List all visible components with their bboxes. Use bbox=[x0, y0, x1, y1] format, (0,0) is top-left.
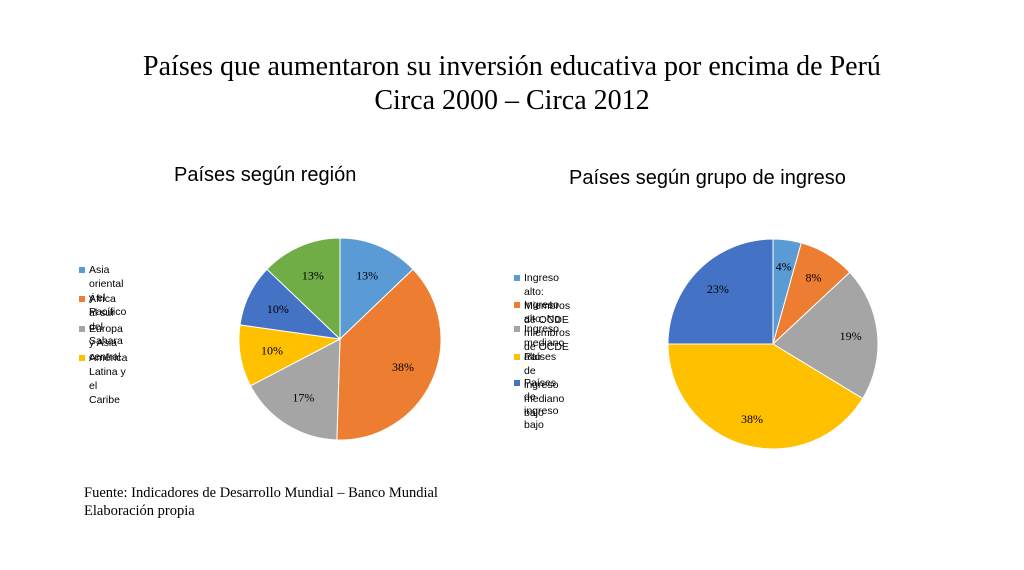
slice-data-label: 13% bbox=[356, 269, 378, 283]
slice-data-label: 4% bbox=[776, 260, 792, 274]
pie-slice bbox=[339, 237, 414, 341]
legend-item: Ingreso alto: No miembros de OCDE bbox=[514, 298, 570, 354]
pie-0: 13% 38% 17% 10% 10% 13% bbox=[238, 237, 442, 441]
main-title-line-2: Circa 2000 – Circa 2012 bbox=[374, 85, 650, 116]
credit-line: Elaboración propia bbox=[84, 503, 195, 519]
legend-swatch bbox=[79, 326, 85, 332]
legend-swatch bbox=[79, 355, 85, 361]
legend-item: Ingreso mediano alto bbox=[514, 322, 564, 364]
main-title-line-1: Países que aumentaron su inversión educa… bbox=[143, 51, 881, 82]
legend-item: Países de ingreso mediano bajo bbox=[514, 350, 564, 420]
legend-item: África al sur del Sahara bbox=[79, 292, 123, 348]
pie-1: 4% 8% 19% 38% 23% bbox=[667, 238, 879, 450]
legend-swatch bbox=[514, 354, 520, 360]
pie-slice bbox=[249, 338, 341, 441]
legend-item: Ingreso alto: Miembros de OCDE bbox=[514, 271, 570, 327]
slice-data-label: 13% bbox=[302, 269, 324, 283]
legend-label: América Latina y el Caribe bbox=[89, 352, 128, 406]
chart-title-region: Países según región bbox=[174, 164, 357, 186]
legend-label: Ingreso mediano alto bbox=[524, 323, 565, 363]
pie-slice bbox=[667, 343, 864, 450]
slice-data-label: 8% bbox=[806, 270, 822, 284]
slice-data-label: 38% bbox=[741, 412, 763, 426]
legend-swatch bbox=[514, 326, 520, 332]
legend-label: Europa y Asia central bbox=[89, 323, 123, 363]
pie-slice bbox=[336, 268, 442, 441]
slice-data-label: 19% bbox=[840, 329, 862, 343]
slice-data-label: 10% bbox=[267, 302, 289, 316]
legend-label: Ingreso alto: No miembros de OCDE bbox=[524, 299, 571, 353]
legend-item: Países de ingreso bajo bbox=[514, 376, 558, 432]
source-note: Fuente: Indicadores de Desarrollo Mundia… bbox=[84, 484, 438, 520]
slice-data-label: 23% bbox=[707, 282, 729, 296]
legend-swatch bbox=[79, 296, 85, 302]
legend-item: Europa y Asia central bbox=[79, 322, 123, 364]
legend-swatch bbox=[514, 275, 520, 281]
legend-label: Países de ingreso mediano bajo bbox=[524, 351, 565, 419]
legend-label: Asia oriental y el Pacífico bbox=[89, 264, 127, 318]
legend-swatch bbox=[514, 380, 520, 386]
pie-slice bbox=[667, 238, 774, 345]
legend-swatch bbox=[514, 302, 520, 308]
legend-label: África al sur del Sahara bbox=[89, 293, 123, 347]
slice-data-label: 10% bbox=[261, 344, 283, 358]
pie-slice bbox=[266, 237, 341, 341]
chart-title-income: Países según grupo de ingreso bbox=[569, 167, 846, 189]
pie-slice bbox=[772, 271, 879, 400]
legend-item: Asia oriental y el Pacífico bbox=[79, 263, 126, 319]
legend-label: Ingreso alto: Miembros de OCDE bbox=[524, 272, 571, 326]
source-line: Fuente: Indicadores de Desarrollo Mundia… bbox=[84, 485, 438, 501]
slice-data-label: 38% bbox=[392, 360, 414, 374]
legend-label: Países de ingreso bajo bbox=[524, 377, 559, 431]
slice-data-label: 17% bbox=[292, 390, 314, 404]
legend-item: América Latina y el Caribe bbox=[79, 351, 128, 407]
legend-swatch bbox=[79, 267, 85, 273]
